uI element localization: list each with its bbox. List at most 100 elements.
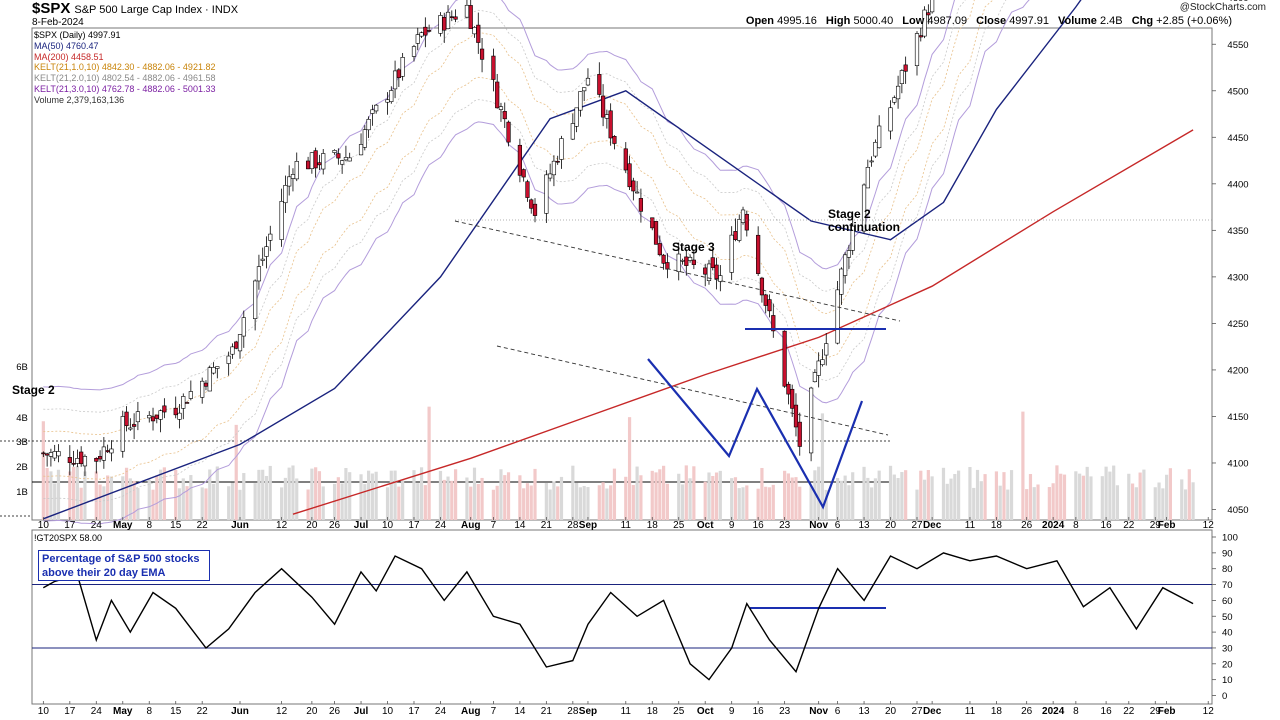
- volume-bar: [503, 475, 507, 520]
- volume-bar: [359, 474, 363, 520]
- volume-bar: [283, 477, 287, 520]
- indicator-y-tick-label: 20: [1222, 659, 1233, 670]
- stage3-lower-trendline: [496, 345, 889, 436]
- candle-body: [305, 160, 311, 170]
- volume-bar: [211, 483, 216, 520]
- volume-bar: [53, 483, 57, 520]
- symbol-title: $SPX S&P 500 Large Cap Index · INDX: [32, 0, 239, 17]
- volume-bar: [75, 466, 79, 520]
- candle-body: [476, 24, 481, 43]
- candle-body: [427, 30, 432, 32]
- candle-body: [532, 203, 538, 216]
- indicator-x-tick-label: 24: [435, 706, 447, 717]
- candle-body: [585, 77, 591, 86]
- volume-bar: [45, 467, 49, 520]
- volume-bar: [843, 475, 847, 520]
- indicator-y-tick-label: 100: [1222, 533, 1238, 544]
- candle-body: [173, 407, 178, 416]
- volume-bar: [741, 487, 745, 520]
- candle-body: [389, 90, 394, 102]
- indicator-x-tick-label: 26: [1021, 706, 1033, 717]
- candle-body: [930, 0, 935, 13]
- indicator-x-tick-label: 26: [329, 706, 341, 717]
- volume-bar: [1025, 489, 1029, 520]
- x-tick-label: 26: [329, 520, 341, 531]
- candle-body: [135, 411, 140, 423]
- y-tick-label: 4450: [1227, 133, 1248, 144]
- candle-body: [612, 136, 617, 144]
- volume-bar: [72, 467, 76, 520]
- volume-bar: [1081, 475, 1086, 520]
- candle-body: [786, 383, 791, 395]
- candle-body: [638, 198, 644, 212]
- indicator-y-tick-label: 70: [1222, 580, 1233, 591]
- volume-bar: [627, 417, 632, 520]
- candle-body: [158, 410, 163, 420]
- volume-bar: [571, 465, 575, 520]
- volume-bar: [242, 473, 246, 520]
- indicator-y-tick-label: 60: [1222, 596, 1233, 607]
- volume-bar: [1165, 474, 1169, 520]
- volume-bar: [794, 477, 798, 520]
- candle-body: [892, 97, 897, 103]
- legend-item-ma200: MA(200) 4458.51: [34, 51, 104, 62]
- volume-bar: [416, 483, 420, 520]
- candle-body: [260, 258, 265, 261]
- x-tick-label: 9: [729, 520, 735, 531]
- indicator-x-tick-label: Jun: [231, 706, 249, 717]
- indicator-x-tick-label: 10: [38, 706, 50, 717]
- volume-bars: [41, 406, 1195, 520]
- indicator-x-tick-label: 25: [673, 706, 685, 717]
- volume-bar: [1051, 483, 1055, 520]
- candle-body: [661, 254, 666, 264]
- candle-body: [676, 253, 681, 272]
- candle-body: [340, 160, 345, 165]
- candle-body: [71, 463, 76, 465]
- indicator-x-tick-label: 22: [197, 706, 209, 717]
- volume-bar: [972, 487, 976, 520]
- volume-bar: [442, 479, 446, 520]
- volume-bar: [310, 468, 314, 520]
- volume-bar: [427, 406, 431, 520]
- candle-body: [710, 257, 715, 268]
- indicator-x-tick-label: 12: [1203, 706, 1215, 717]
- candle-body: [850, 225, 855, 251]
- volume-bar: [809, 485, 813, 520]
- candle-body: [279, 201, 284, 240]
- candle-body: [570, 123, 575, 140]
- candle-body: [101, 446, 106, 461]
- volume-bar: [1127, 473, 1131, 520]
- y-tick-label: 4400: [1227, 179, 1248, 190]
- candle-body: [600, 95, 606, 118]
- volume-bar: [158, 469, 163, 520]
- volume-bar: [994, 471, 999, 520]
- candle-body: [128, 427, 133, 430]
- candle-body: [680, 259, 685, 262]
- volume-bar: [227, 486, 231, 520]
- candle-body: [287, 176, 292, 187]
- candle-body: [491, 55, 496, 80]
- candle-body: [392, 70, 398, 90]
- volume-bar: [692, 466, 696, 520]
- trendlines: [454, 219, 1212, 510]
- indicator-x-tick-label: 18: [647, 706, 659, 717]
- volume-bar: [98, 484, 102, 520]
- volume-bar: [200, 487, 204, 520]
- indicator-x-tick-label: 10: [382, 706, 394, 717]
- volume-bar: [291, 465, 295, 520]
- candle-body: [809, 387, 814, 454]
- candle-body: [82, 456, 88, 467]
- volume-bar: [257, 469, 261, 520]
- x-tick-label: 17: [408, 520, 420, 531]
- indicator-x-tick-label: 11: [965, 706, 976, 717]
- volume-bar: [393, 470, 397, 520]
- annotation-stage2-left: Stage 2: [12, 383, 55, 397]
- candle-body: [215, 366, 220, 369]
- volume-bar: [1157, 482, 1161, 520]
- candle-body: [684, 256, 689, 266]
- volume-bar: [438, 470, 443, 520]
- candle-body: [691, 259, 696, 265]
- volume-bar: [102, 486, 106, 520]
- indicator-y-tick-label: 50: [1222, 612, 1233, 623]
